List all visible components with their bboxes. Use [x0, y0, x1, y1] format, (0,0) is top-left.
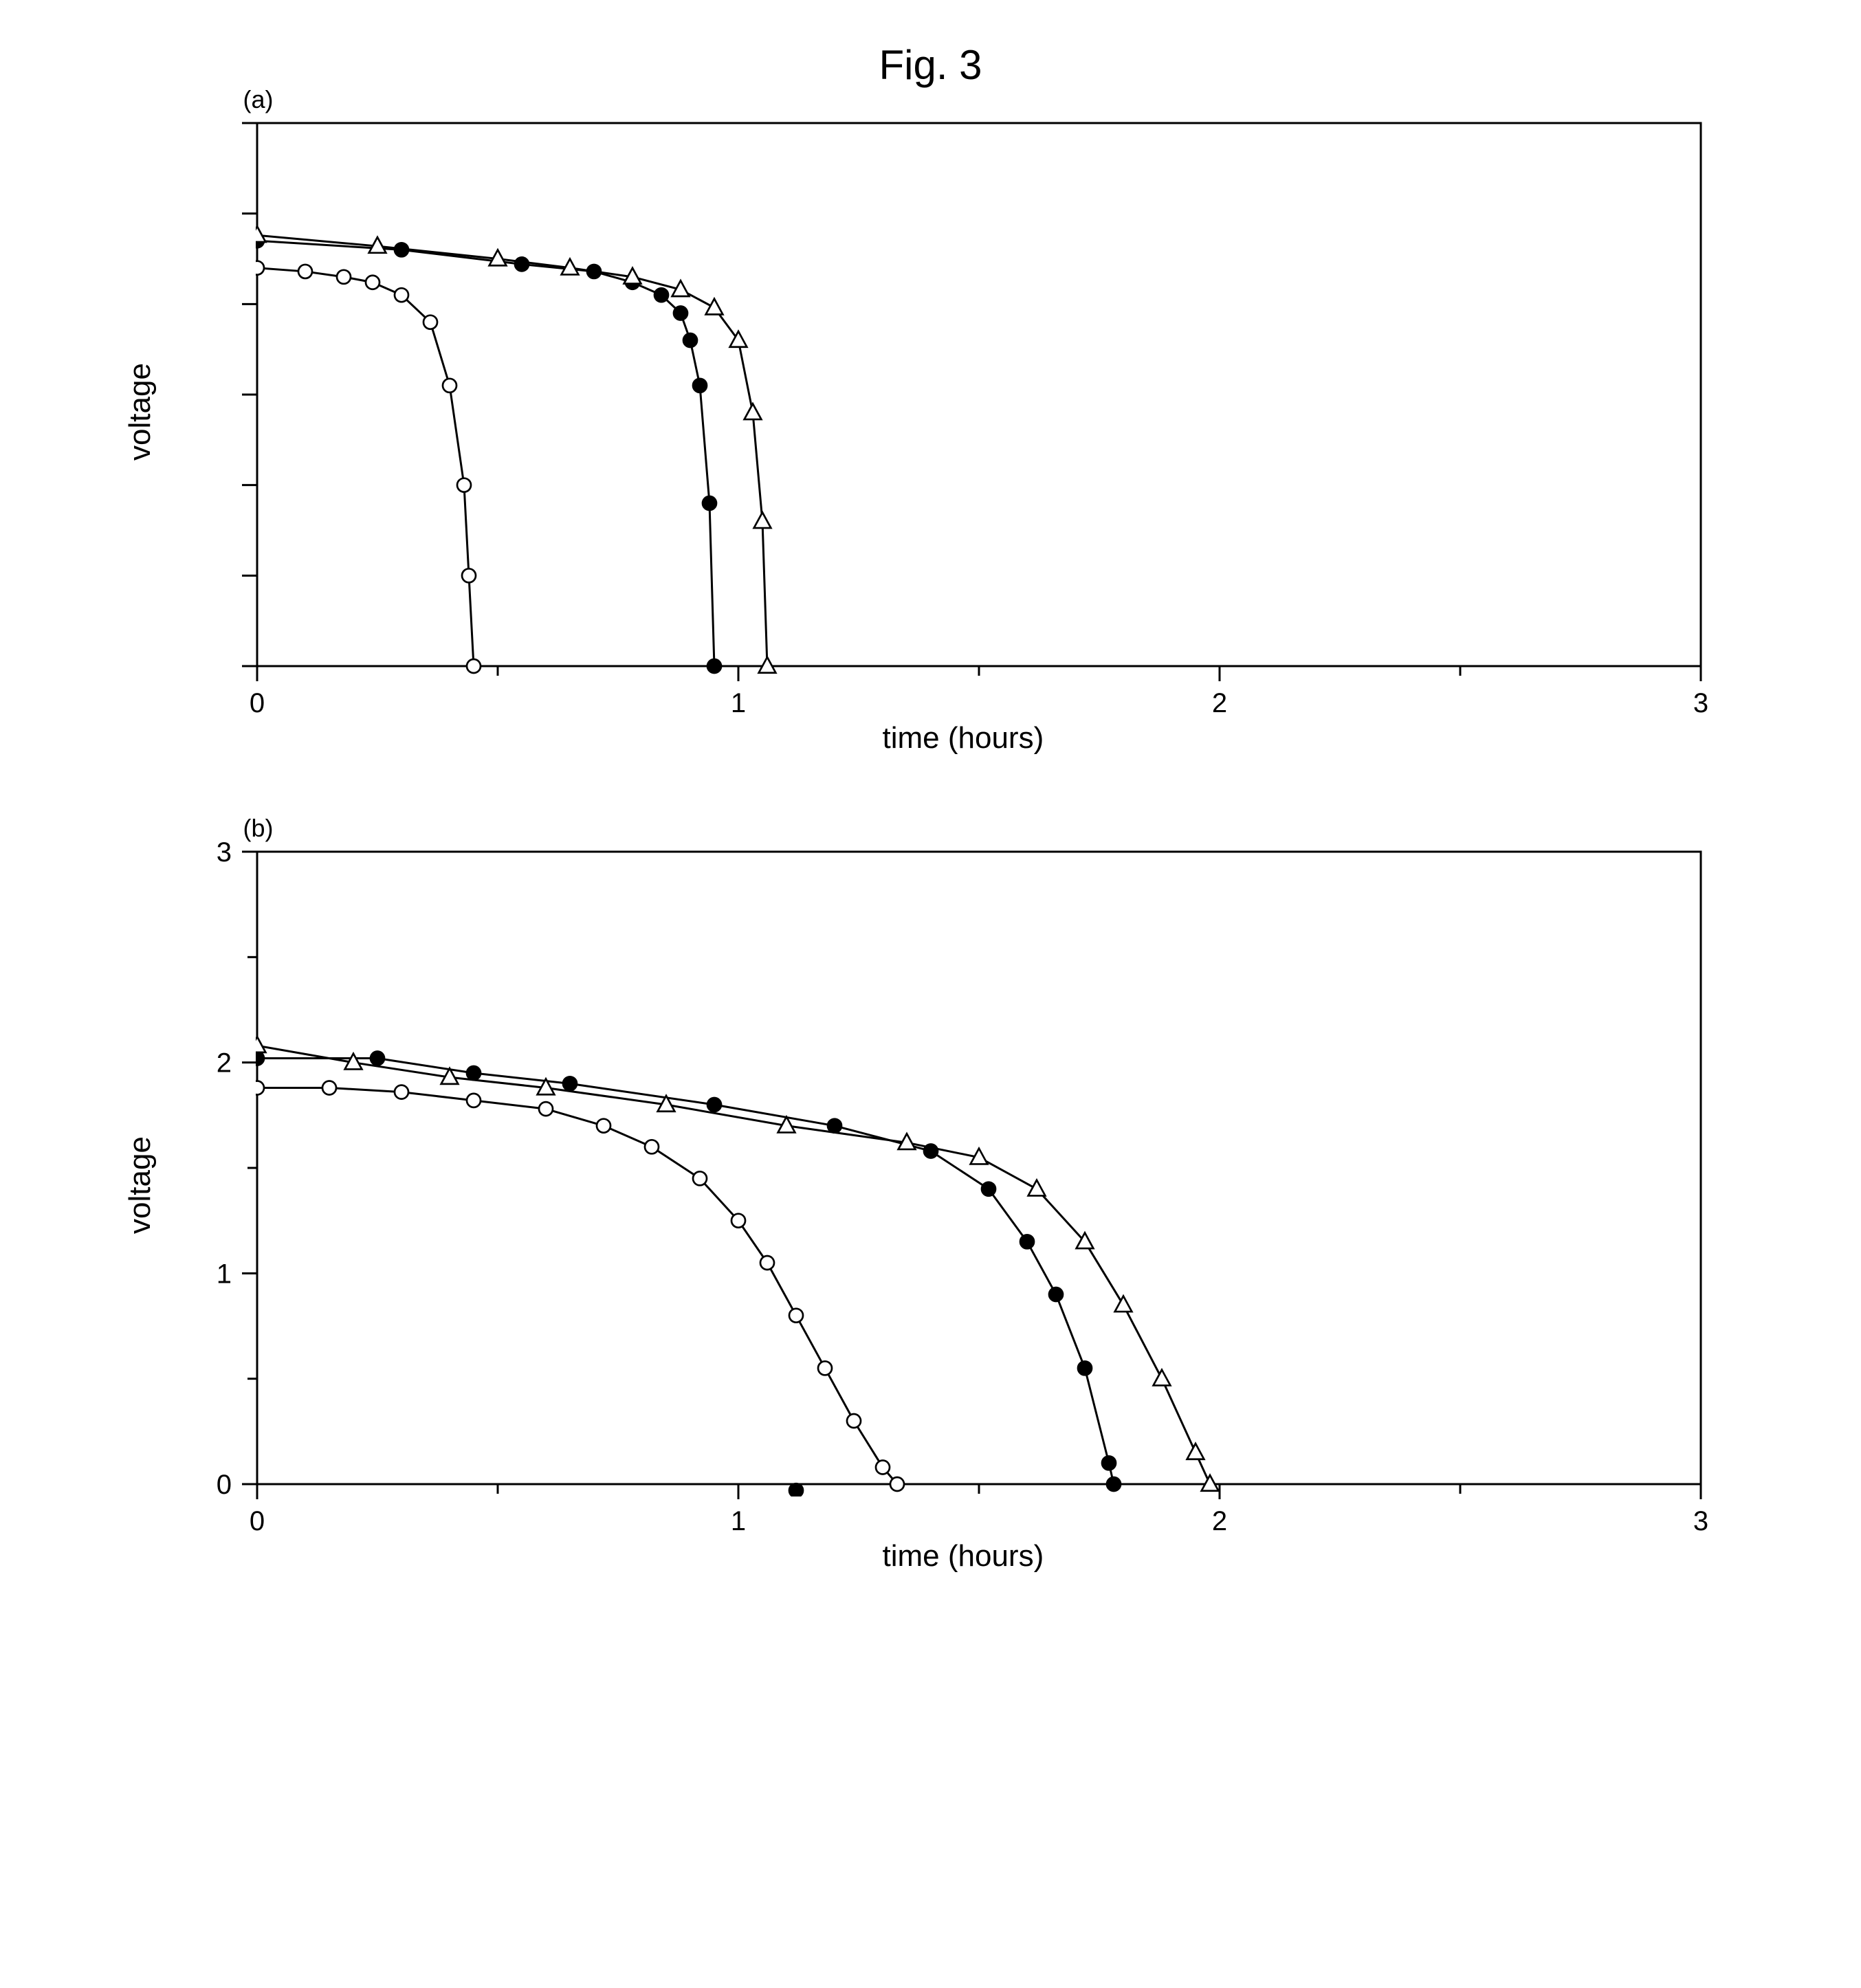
svg-text:0: 0 [249, 1506, 264, 1536]
svg-text:2: 2 [216, 1048, 231, 1079]
svg-text:3: 3 [1693, 1506, 1708, 1536]
svg-text:3: 3 [216, 838, 231, 868]
chart-b-svg: 0 1 2 3 0 1 2 3 [140, 838, 1721, 1587]
panel-b-label: (b) [243, 814, 274, 843]
svg-text:1: 1 [730, 688, 745, 718]
chart-panel-a: (a) voltage time (hours) 0123 [140, 109, 1721, 769]
svg-text:3: 3 [1693, 688, 1708, 718]
panel-a-ylabel: voltage [123, 363, 157, 461]
svg-text:1: 1 [730, 1506, 745, 1536]
panel-b-ylabel: voltage [123, 1136, 157, 1234]
svg-text:1: 1 [216, 1259, 231, 1289]
svg-text:2: 2 [1211, 688, 1226, 718]
panel-b-xlabel: time (hours) [883, 1539, 1044, 1573]
panel-a-xlabel: time (hours) [883, 721, 1044, 755]
svg-text:2: 2 [1211, 1506, 1226, 1536]
svg-text:0: 0 [249, 688, 264, 718]
panel-a-label: (a) [243, 85, 274, 114]
chart-a-svg: 0 1 2 3 [140, 109, 1721, 769]
figure-title: Fig. 3 [27, 41, 1834, 89]
chart-panel-b: (b) voltage time (hours) 01230123 [140, 838, 1721, 1587]
svg-text:0: 0 [216, 1470, 231, 1500]
